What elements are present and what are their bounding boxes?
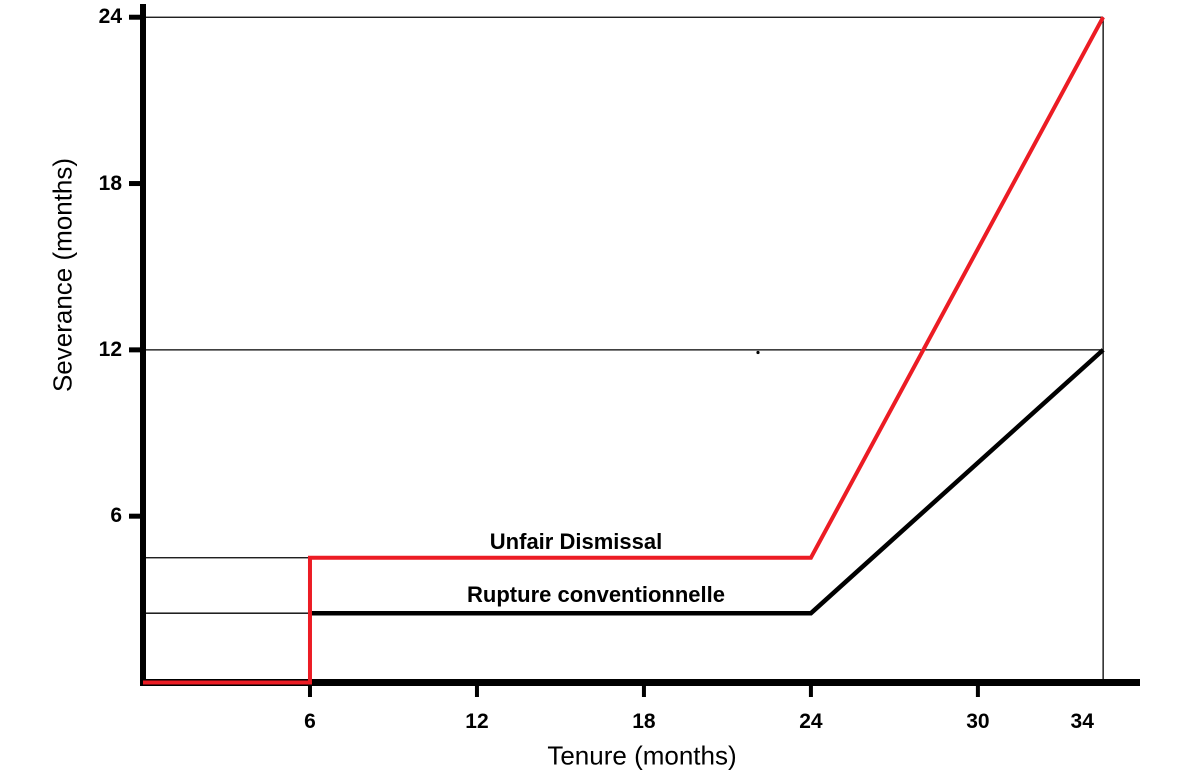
y-tick-label: 12	[98, 337, 122, 361]
x-axis-title: Tenure (months)	[547, 740, 737, 771]
x-tick-label: 18	[632, 710, 656, 733]
x-tick-label: 24	[799, 710, 823, 733]
y-tick-label: 6	[110, 504, 122, 528]
series-label-unfair-dismissal: Unfair Dismissal	[489, 529, 663, 554]
x-tick-label: 12	[465, 710, 489, 733]
y-tick-label: 18	[98, 171, 122, 195]
series-label-rupture-conventionnelle: Rupture conventionnelle	[467, 582, 725, 607]
x-tick-label: 34	[1070, 710, 1094, 733]
x-tick-label: 30	[966, 710, 990, 733]
y-tick-label: 24	[98, 5, 122, 29]
x-tick-label: 6	[304, 710, 316, 733]
series-line-rupture-conventionnelle	[309, 348, 1105, 616]
series-line-unfair-dismissal	[143, 16, 1105, 685]
stray-dot-artifact	[756, 350, 760, 355]
